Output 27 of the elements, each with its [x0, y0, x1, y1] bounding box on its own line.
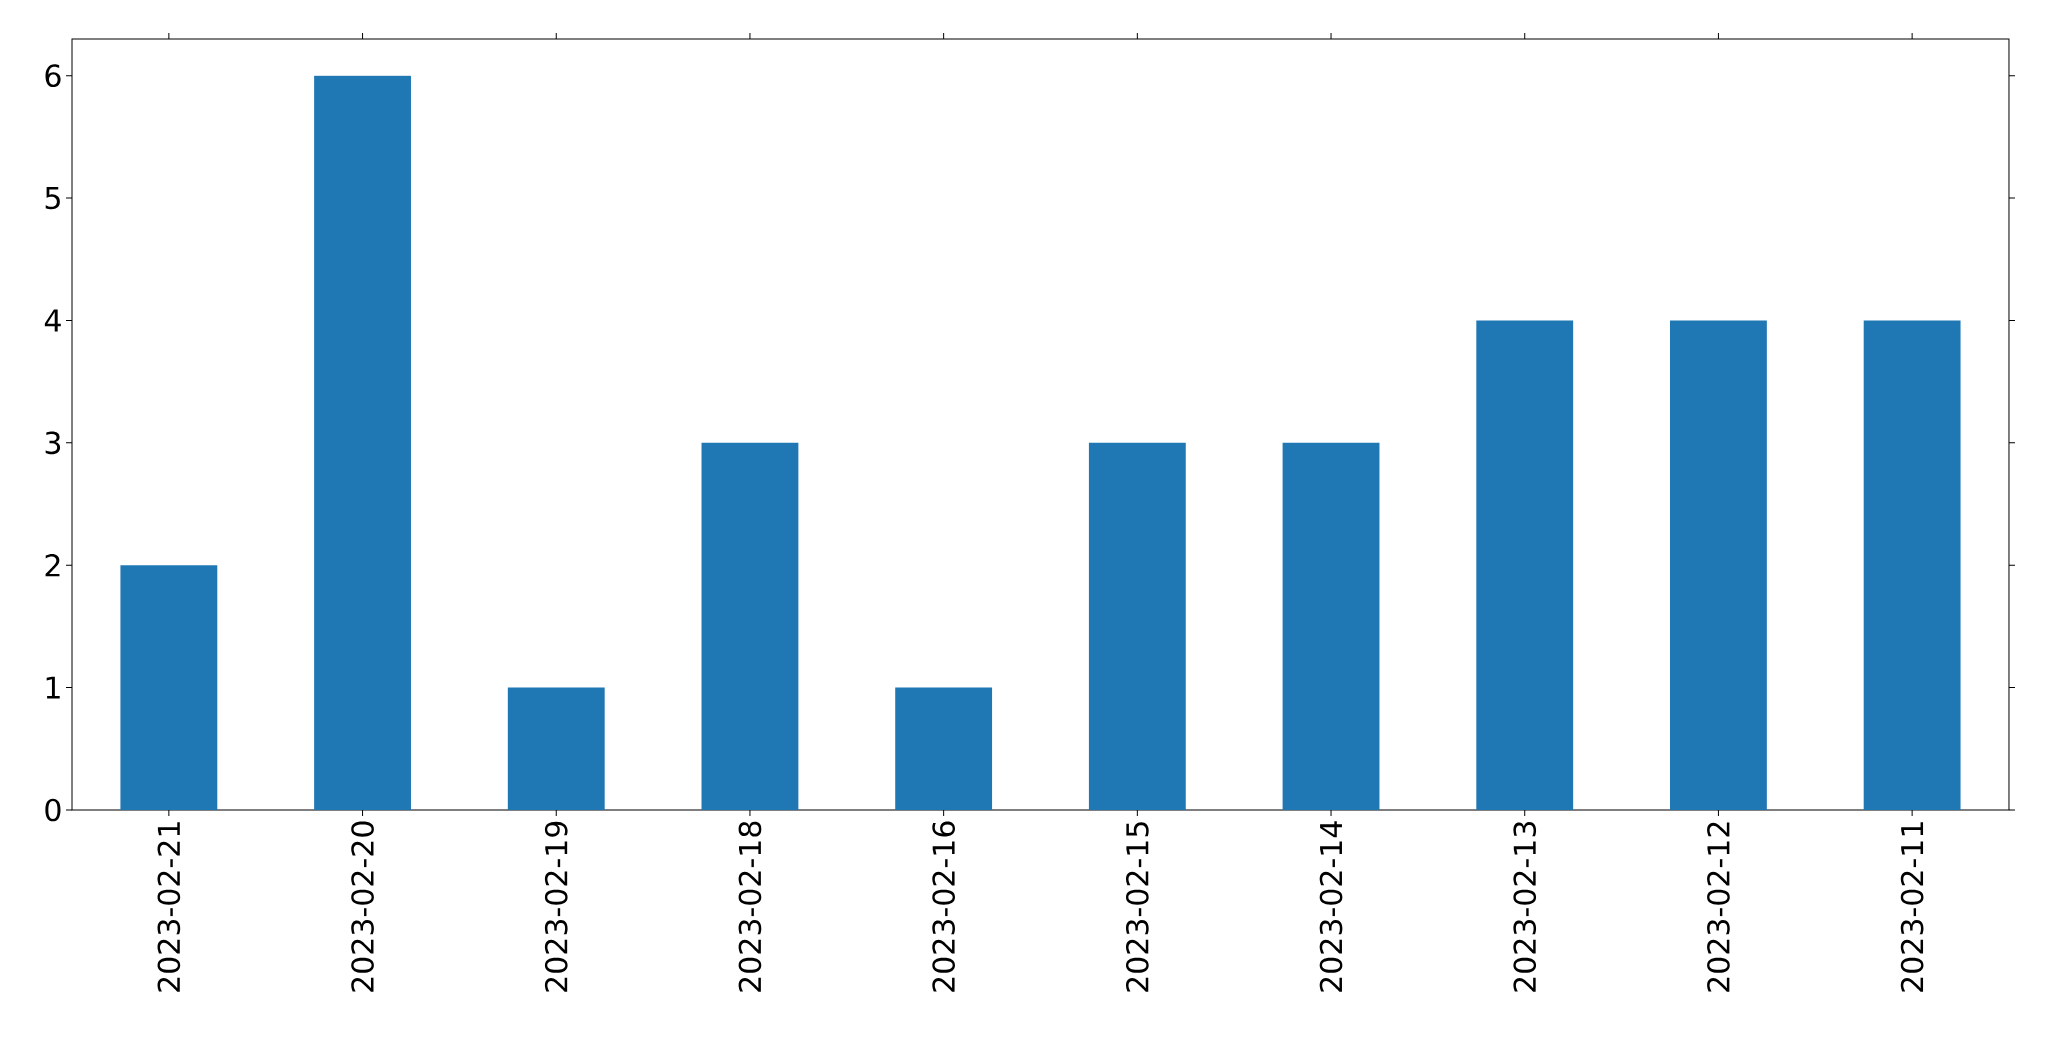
bar [1670, 320, 1767, 810]
x-tick-label: 2023-02-12 [1707, 822, 1730, 992]
bar [314, 75, 411, 810]
bar [1863, 320, 1961, 810]
bar [701, 442, 799, 810]
x-tick-label: 2023-02-13 [1513, 821, 1537, 992]
y-tick-label: 4 [44, 309, 61, 332]
x-tick-label: 2023-02-15 [1125, 822, 1149, 992]
bar [120, 565, 218, 810]
bar [895, 687, 993, 810]
bar [1476, 320, 1574, 810]
x-tick-label: 2023-02-20 [351, 821, 374, 992]
y-tick-label: 3 [45, 431, 61, 455]
x-tick-label: 2023-02-14 [1319, 821, 1343, 992]
x-tick-label: 2023-02-11 [1900, 822, 1924, 992]
x-tick-label: 2023-02-21 [157, 822, 181, 992]
bar [1088, 442, 1186, 810]
x-tick-label: 2023-02-18 [738, 821, 762, 992]
x-tick-label: 2023-02-19 [544, 821, 568, 992]
y-tick-label: 6 [45, 64, 61, 88]
y-tick-label: 1 [46, 676, 60, 699]
y-tick-label: 5 [45, 186, 60, 210]
y-tick-label: 2 [45, 554, 60, 577]
x-tick-label: 2023-02-16 [932, 821, 955, 992]
y-tick-label: 0 [45, 798, 61, 822]
bar [1282, 442, 1380, 810]
bar [507, 687, 605, 810]
